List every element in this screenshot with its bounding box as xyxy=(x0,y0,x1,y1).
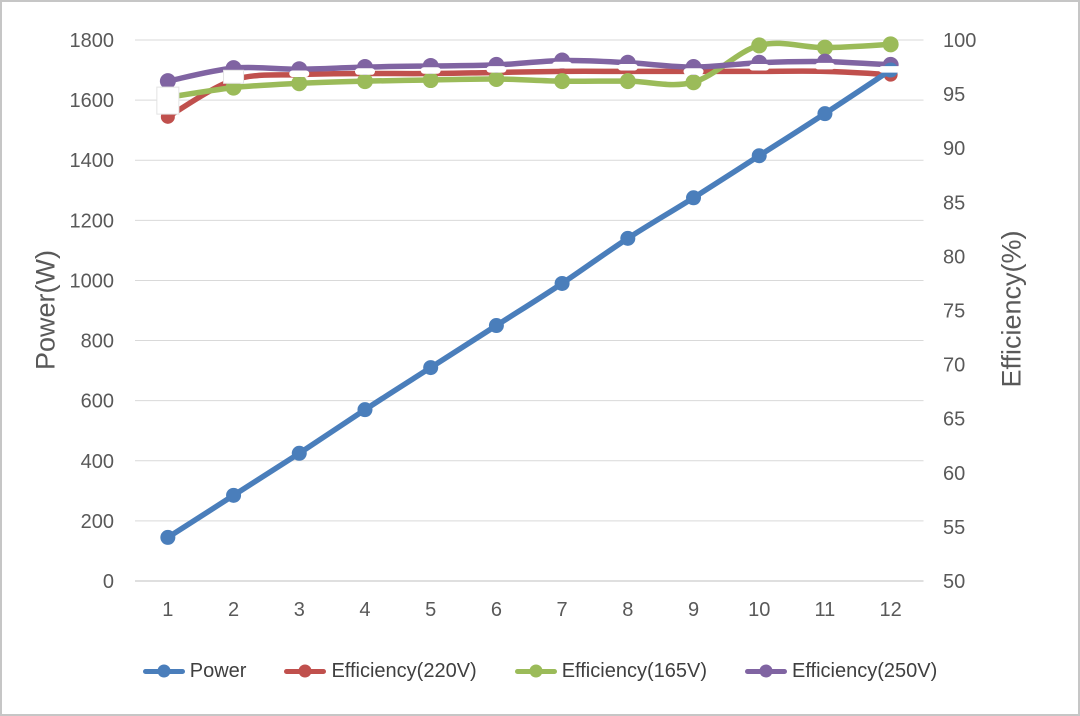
data-point-efficiency-250v xyxy=(159,73,176,90)
x-axis-tick-label: 8 xyxy=(622,599,633,621)
white-dash-marker xyxy=(617,63,638,71)
left-axis-tick-label: 1000 xyxy=(70,270,115,292)
legend: Power Efficiency(220V) Efficiency(165V) … xyxy=(2,661,1078,681)
white-dash-marker xyxy=(354,68,375,75)
legend-line-circle-icon xyxy=(284,664,327,678)
data-point-power xyxy=(488,318,504,334)
left-axis-title: Power(W) xyxy=(30,250,61,370)
legend-line-circle-icon xyxy=(142,664,185,678)
legend-dot-icon xyxy=(759,664,773,678)
left-axis-tick-label: 1200 xyxy=(70,210,115,232)
white-dash-marker xyxy=(486,66,507,73)
x-axis-tick-label: 2 xyxy=(228,599,239,621)
data-point-efficiency-165v xyxy=(356,73,373,90)
left-axis-tick-label: 600 xyxy=(81,391,114,413)
legend-label: Efficiency(165V) xyxy=(561,660,707,682)
x-axis-tick-label: 7 xyxy=(557,599,568,621)
left-axis-tick-label: 200 xyxy=(81,511,114,533)
left-axis-tick-label: 1600 xyxy=(70,90,115,112)
legend-label: Efficiency(220V) xyxy=(331,660,477,682)
legend-item-efficiency-165v: Efficiency(165V) xyxy=(514,660,707,682)
data-point-power xyxy=(817,106,833,122)
white-dash-marker xyxy=(420,67,441,74)
right-axis-tick-label: 90 xyxy=(943,138,965,160)
data-point-power xyxy=(423,360,439,376)
right-axis-tick-label: 85 xyxy=(943,192,965,214)
right-axis-tick-label: 70 xyxy=(943,355,965,377)
left-axis-tick-label: 400 xyxy=(81,451,114,473)
x-axis-tick-label: 3 xyxy=(294,599,305,621)
right-axis-tick-label: 65 xyxy=(943,409,965,431)
data-point-efficiency-165v xyxy=(488,70,505,87)
left-axis-tick-label: 1800 xyxy=(70,30,115,52)
right-axis-tick-label: 75 xyxy=(943,301,965,323)
right-axis-tick-label: 80 xyxy=(943,246,965,268)
data-point-power xyxy=(686,190,702,206)
data-point-efficiency-165v xyxy=(554,73,571,90)
data-point-efficiency-165v xyxy=(422,72,439,89)
data-point-power xyxy=(160,529,176,545)
open-square-marker xyxy=(156,86,180,115)
left-axis-tick-label: 0 xyxy=(103,571,114,593)
x-axis-tick-label: 9 xyxy=(688,599,699,621)
legend-dot-icon xyxy=(529,664,543,678)
x-axis-tick-label: 5 xyxy=(425,599,436,621)
legend-label: Power xyxy=(189,660,247,682)
data-point-power xyxy=(751,148,767,164)
white-dash-marker xyxy=(814,62,835,70)
legend-line-circle-icon xyxy=(514,664,557,678)
x-axis-tick-label: 10 xyxy=(748,599,770,621)
white-dash-marker xyxy=(878,66,903,73)
legend-dot-icon xyxy=(157,664,171,678)
data-point-efficiency-165v xyxy=(291,75,308,92)
white-dash-marker xyxy=(552,61,573,69)
data-point-efficiency-165v xyxy=(619,73,636,90)
x-axis-tick-label: 12 xyxy=(880,599,902,621)
right-axis-tick-label: 60 xyxy=(943,463,965,485)
data-point-power xyxy=(357,402,373,418)
data-point-power xyxy=(226,487,242,503)
data-point-efficiency-165v xyxy=(685,74,702,91)
legend-item-power: Power xyxy=(142,660,247,682)
right-axis-tick-label: 95 xyxy=(943,84,965,106)
data-point-efficiency-165v xyxy=(882,36,899,53)
legend-label: Efficiency(250V) xyxy=(791,660,938,682)
white-dash-marker xyxy=(749,63,770,71)
x-axis-tick-label: 11 xyxy=(815,599,836,621)
open-square-marker xyxy=(223,69,245,84)
data-point-power xyxy=(554,275,570,291)
data-point-power xyxy=(620,230,636,246)
right-axis-tick-label: 50 xyxy=(943,571,965,593)
white-dash-marker xyxy=(289,70,310,77)
left-axis-tick-label: 800 xyxy=(81,331,114,353)
legend-dot-icon xyxy=(298,664,312,678)
white-dash-marker xyxy=(683,68,704,75)
legend-line-circle-icon xyxy=(744,664,787,678)
left-axis-tick-label: 1400 xyxy=(70,150,115,172)
right-axis-tick-label: 100 xyxy=(943,30,976,52)
series-line-power xyxy=(165,67,894,541)
x-axis-tick-label: 6 xyxy=(491,599,502,621)
data-point-efficiency-165v xyxy=(751,37,768,54)
legend-item-efficiency-220v: Efficiency(220V) xyxy=(284,660,477,682)
data-point-efficiency-165v xyxy=(816,39,833,56)
x-axis-tick-label: 1 xyxy=(162,599,173,621)
x-axis-tick-label: 4 xyxy=(359,599,370,621)
right-axis-title: Efficiency(%) xyxy=(996,230,1027,388)
data-point-power xyxy=(291,445,307,461)
right-axis-tick-label: 55 xyxy=(943,517,965,539)
legend-item-efficiency-250v: Efficiency(250V) xyxy=(744,660,938,682)
